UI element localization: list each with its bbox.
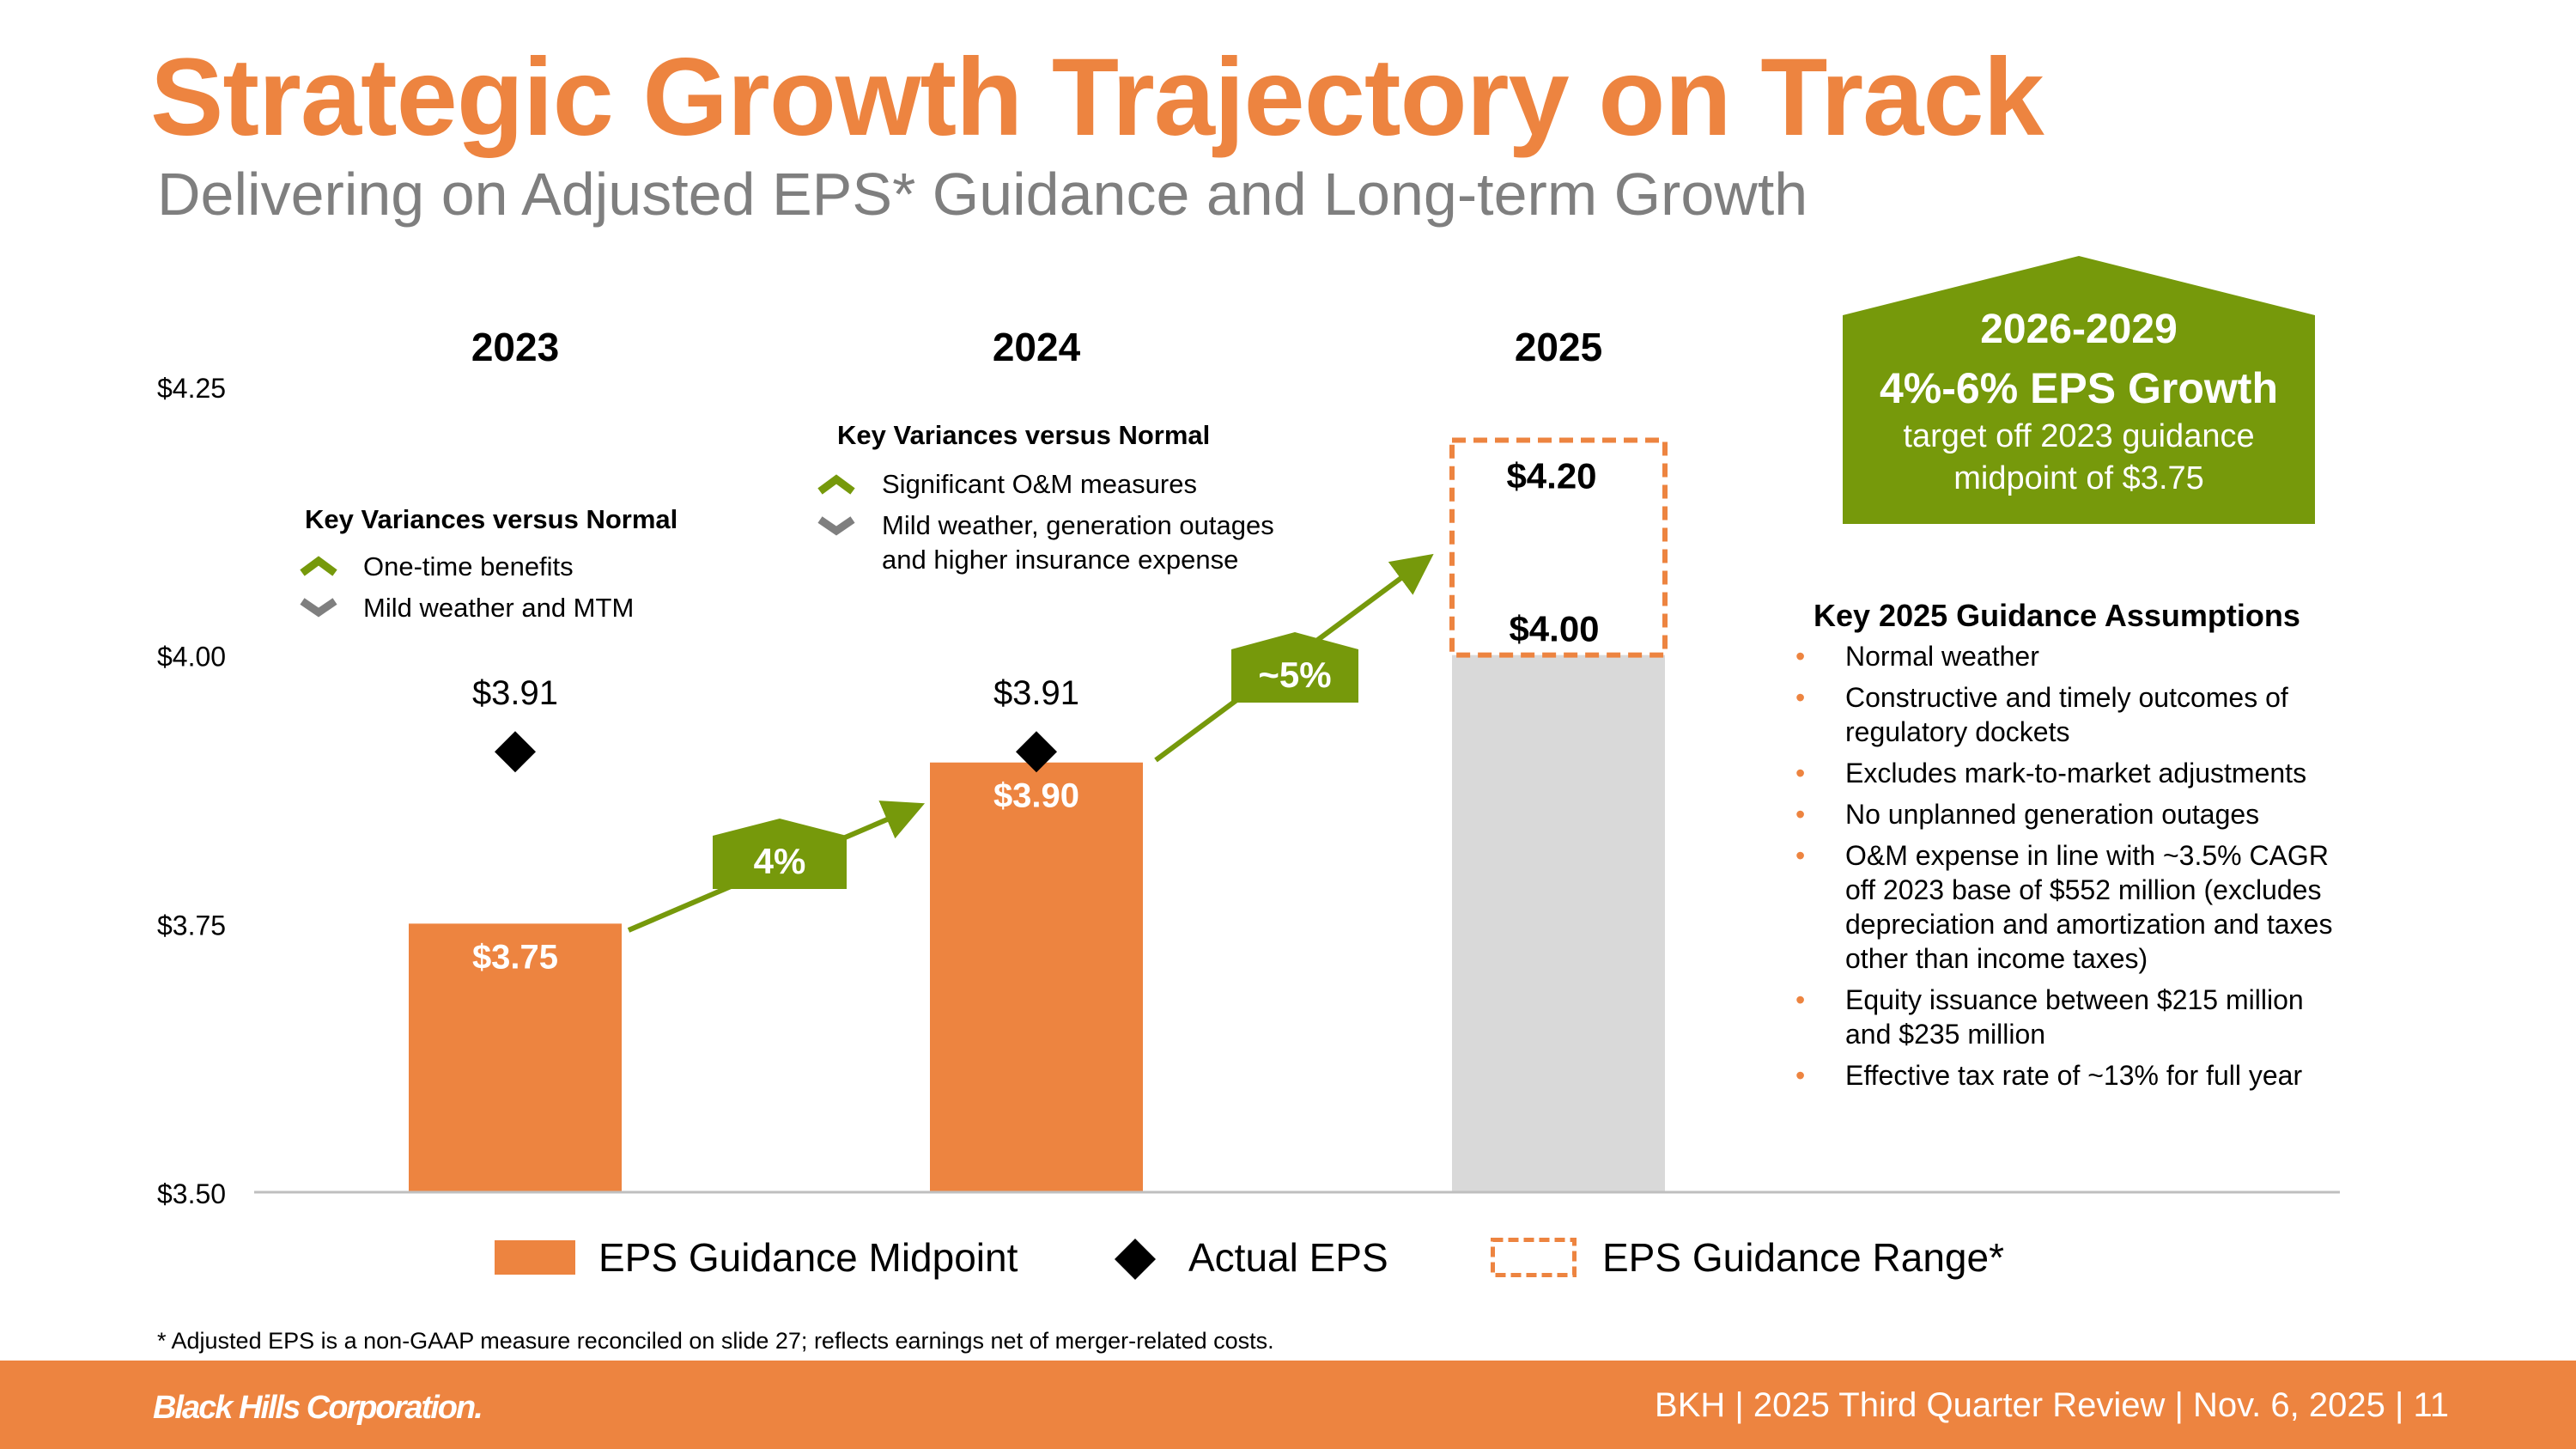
- legend-label-midpoint: EPS Guidance Midpoint: [598, 1235, 1018, 1280]
- growth-target-headline: 4%-6% EPS Growth: [1880, 364, 2278, 412]
- category-label: 2025: [1515, 325, 1602, 369]
- legend-label-actual: Actual EPS: [1188, 1235, 1388, 1280]
- bar-guidance-midpoint: [930, 762, 1143, 1192]
- growth-tag-2024: [713, 819, 847, 889]
- bar-guidance-midpoint: [409, 923, 622, 1192]
- variance-2023-down-item: Mild weather and MTM: [363, 593, 635, 623]
- actual-eps-marker: [1016, 731, 1057, 773]
- variance-2024-down-item: Mild weather, generation outages and hig…: [882, 510, 1274, 575]
- y-tick-label: $4.00: [157, 642, 226, 673]
- assumption-item: No unplanned generation outages: [1790, 797, 2348, 831]
- actual-eps-marker: [495, 731, 536, 773]
- growth-target-line1: target off 2023 guidance: [1903, 418, 2255, 454]
- variances-2023-title: Key Variances versus Normal: [305, 504, 678, 534]
- assumption-item: O&M expense in line with ~3.5% CAGR off …: [1790, 838, 2348, 976]
- y-tick-label: $3.75: [157, 910, 226, 941]
- growth-target-box: [1843, 256, 2315, 524]
- chevron-down-icon: [817, 516, 855, 536]
- y-tick-label: $4.25: [157, 373, 226, 404]
- assumption-item: Constructive and timely outcomes of regu…: [1790, 680, 2348, 749]
- actual-eps-label: $3.91: [993, 674, 1079, 712]
- legend-diamond-icon: [1115, 1239, 1156, 1280]
- legend-swatch-range: [1491, 1238, 1577, 1277]
- chevron-down-icon: [300, 598, 337, 618]
- assumptions-title: Key 2025 Guidance Assumptions: [1814, 598, 2300, 633]
- legend-swatch-midpoint: [495, 1240, 575, 1275]
- assumption-item: Effective tax rate of ~13% for full year: [1790, 1058, 2348, 1093]
- bar-data-label: $3.75: [472, 938, 558, 976]
- range-high-label: $4.20: [1506, 456, 1596, 496]
- bar-data-label: $3.90: [993, 777, 1079, 815]
- actual-eps-label: $3.91: [472, 674, 558, 712]
- growth-target-line2: midpoint of $3.75: [1953, 460, 2204, 496]
- company-logo: Black Hills Corporation.: [153, 1390, 483, 1426]
- chevron-up-icon: [300, 556, 337, 576]
- growth-tag-2024-label: 4%: [754, 841, 806, 881]
- variance-2023-up-item: One-time benefits: [363, 551, 574, 581]
- assumption-item: Excludes mark-to-market adjustments: [1790, 756, 2348, 790]
- bar-2025-base: [1452, 654, 1665, 1192]
- page-subtitle: Delivering on Adjusted EPS* Guidance and…: [157, 161, 1808, 228]
- growth-tag-2025-label: ~5%: [1258, 654, 1331, 695]
- assumptions-list: Normal weather Constructive and timely o…: [1790, 639, 2348, 1099]
- variances-2024-title: Key Variances versus Normal: [837, 420, 1211, 450]
- category-label: 2024: [993, 325, 1081, 369]
- page-title: Strategic Growth Trajectory on Track: [150, 36, 2044, 159]
- growth-tag-2025: [1231, 632, 1358, 703]
- footer-text: BKH | 2025 Third Quarter Review | Nov. 6…: [1655, 1386, 2449, 1424]
- range-low-label: $4.00: [1509, 609, 1599, 649]
- assumption-item: Equity issuance between $215 million and…: [1790, 983, 2348, 1051]
- legend-label-range: EPS Guidance Range*: [1602, 1235, 2004, 1280]
- category-label: 2023: [471, 325, 559, 369]
- growth-target-period: 2026-2029: [1980, 307, 2178, 352]
- chevron-up-icon: [817, 474, 855, 495]
- footnote: * Adjusted EPS is a non-GAAP measure rec…: [157, 1328, 1274, 1354]
- y-tick-label: $3.50: [157, 1178, 226, 1209]
- footer-bar: [0, 1361, 2576, 1449]
- assumption-item: Normal weather: [1790, 639, 2348, 673]
- variance-2024-up-item: Significant O&M measures: [882, 469, 1197, 499]
